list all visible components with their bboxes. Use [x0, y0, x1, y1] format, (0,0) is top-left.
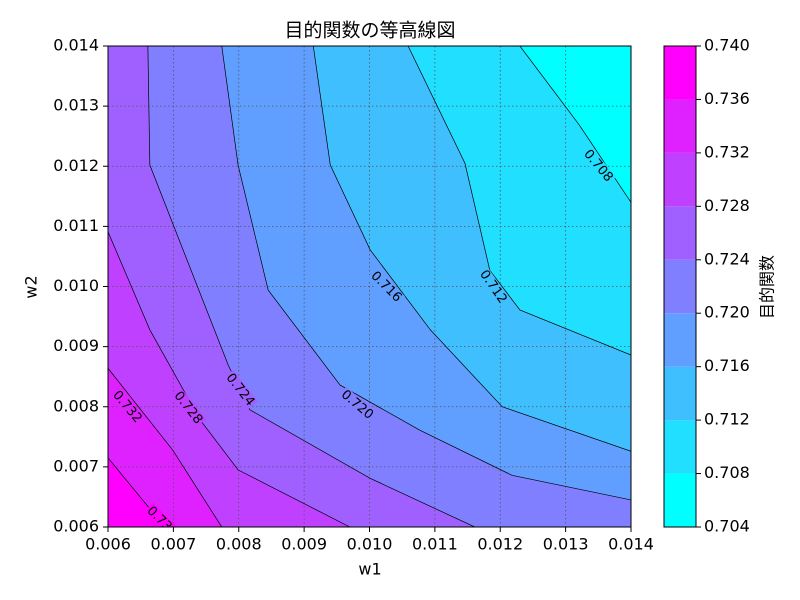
- colorbar-tick-label: 0.732: [704, 142, 750, 161]
- colorbar-band: [664, 152, 696, 207]
- contour-label-gap: [475, 266, 511, 308]
- contour-label-gap: [222, 369, 258, 411]
- colorbar-label: 目的関数: [758, 255, 777, 319]
- colorbar-band: [664, 46, 696, 100]
- x-tick-label: 0.007: [150, 535, 196, 554]
- colorbar-tick-label: 0.728: [704, 196, 750, 215]
- colorbar-tick-label: 0.720: [704, 303, 750, 322]
- colorbar-tick-label: 0.740: [704, 36, 750, 55]
- y-tick-label: 0.007: [53, 456, 99, 475]
- chart-title: 目的関数の等高線図: [284, 20, 455, 42]
- x-tick-label: 0.012: [477, 535, 523, 554]
- y-tick-label: 0.009: [53, 336, 99, 355]
- y-axis-label: w2: [22, 275, 41, 298]
- x-tick-label: 0.006: [85, 535, 131, 554]
- colorbar-band: [664, 366, 696, 421]
- y-tick-label: 0.012: [53, 156, 99, 175]
- y-tick-label: 0.011: [53, 216, 99, 235]
- x-axis-label: w1: [358, 560, 381, 579]
- y-tick-label: 0.010: [53, 276, 99, 295]
- colorbar-band: [664, 99, 696, 153]
- colorbar-tick-label: 0.736: [704, 89, 750, 108]
- colorbar-band: [664, 313, 696, 367]
- contour-line: [312, 46, 631, 452]
- contour-label-gap: [579, 146, 617, 186]
- colorbar-tick-label: 0.712: [704, 410, 750, 429]
- colorbar-frame: [663, 45, 697, 528]
- x-tick-label: 0.014: [608, 535, 654, 554]
- colorbar-band: [664, 259, 696, 314]
- y-tick-label: 0.013: [53, 96, 99, 115]
- contour-region: [108, 46, 475, 527]
- x-tick-label: 0.010: [347, 535, 393, 554]
- contour-label-gap: [108, 387, 146, 427]
- contour-label-gap: [170, 387, 206, 429]
- colorbar-tick-label: 0.704: [704, 517, 750, 536]
- y-tick-label: 0.014: [53, 36, 99, 55]
- colorbar-tick-label: 0.716: [704, 356, 750, 375]
- contour-line: [108, 368, 223, 527]
- colorbar-band: [664, 473, 696, 527]
- contour-label-gap: [366, 267, 406, 307]
- contour-line: [221, 46, 631, 501]
- x-tick-label: 0.013: [543, 535, 589, 554]
- colorbar-tick-label: 0.724: [704, 249, 750, 268]
- y-tick-label: 0.008: [53, 396, 99, 415]
- colorbar-band: [664, 420, 696, 474]
- contour-label-gap: [142, 502, 182, 527]
- y-tick-label: 0.006: [53, 517, 99, 536]
- colorbar-band: [664, 206, 696, 260]
- x-tick-label: 0.011: [412, 535, 458, 554]
- contour-label-gap: [337, 386, 377, 424]
- x-tick-label: 0.009: [281, 535, 327, 554]
- colorbar-tick-label: 0.708: [704, 463, 750, 482]
- x-tick-label: 0.008: [216, 535, 262, 554]
- axes: 0.006 0.007 0.008 0.009 0.010 0.011 0.012 0.013…: [53, 36, 750, 554]
